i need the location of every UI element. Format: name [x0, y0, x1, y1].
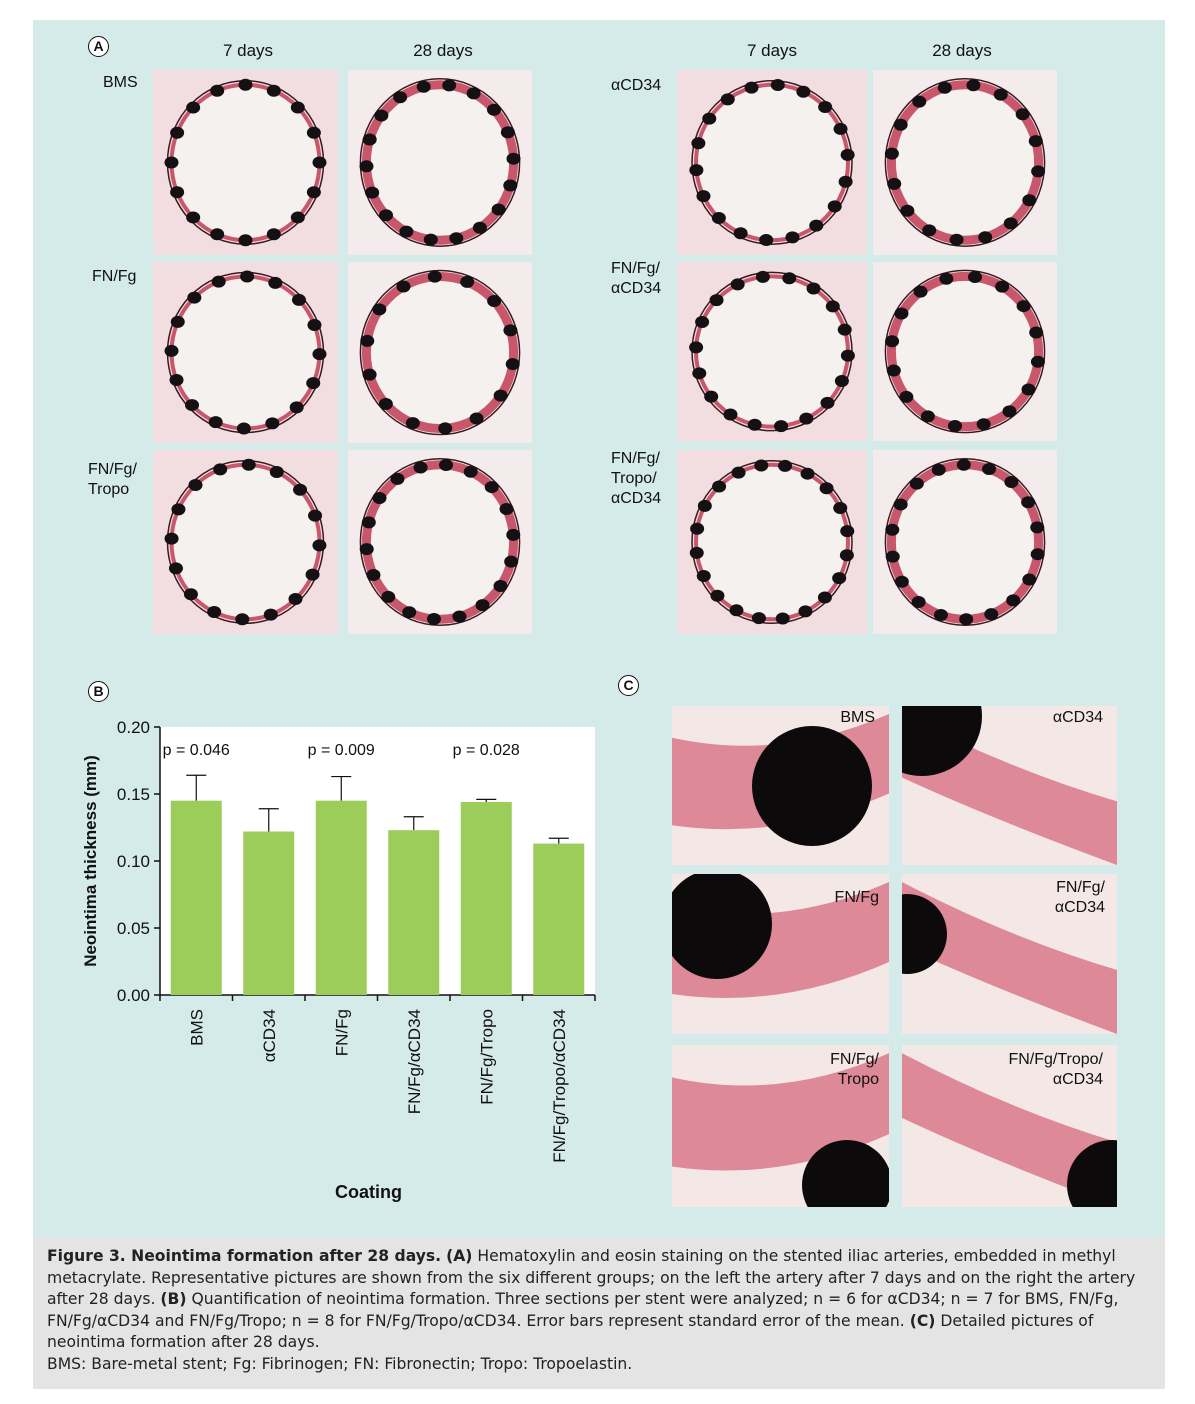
- caption-b-text: Quantification of neointima formation. T…: [47, 1290, 1119, 1330]
- artery-micrograph: [348, 450, 532, 634]
- artery-micrograph: [348, 262, 532, 443]
- y-tick-label: 0.20: [117, 718, 150, 737]
- bar: [388, 830, 440, 995]
- neointima-closeup: FN/Fg/Tropo/αCD34: [902, 1045, 1117, 1207]
- caption-a-tag: (A): [446, 1247, 473, 1265]
- panel-c-letter: C: [618, 675, 639, 696]
- artery-micrograph: [677, 450, 867, 634]
- neointima-closeup: FN/Fg: [672, 874, 889, 1034]
- row-label-fn-fg-tropo: FN/Fg/Tropo: [88, 461, 137, 498]
- closeup-label: FN/Fg/αCD34: [1055, 878, 1105, 918]
- closeup-label-line: FN/Fg/: [1056, 879, 1105, 896]
- neointima-closeup: BMS: [672, 706, 889, 865]
- panel-b-letter: B: [88, 681, 109, 702]
- bar: [460, 802, 512, 995]
- closeup-label-line: FN/Fg: [834, 889, 879, 906]
- artery-micrograph: [153, 450, 338, 634]
- artery-micrograph: [677, 70, 867, 255]
- row-label-fn-fg-tropo-acd34: FN/Fg/Tropo/αCD34: [611, 450, 662, 507]
- caption-title: Figure 3. Neointima formation after 28 d…: [47, 1247, 442, 1265]
- y-tick-label: 0.10: [117, 852, 150, 871]
- closeup-label: αCD34: [1053, 708, 1103, 728]
- artery-micrograph: [873, 450, 1057, 634]
- x-tick-label: FN/Fg/Tropo/αCD34: [550, 1009, 569, 1163]
- caption-c-text: Detailed pictures of neointima formation…: [47, 1311, 1094, 1352]
- neointima-bar-chart: 0.00 0.05 0.10 0.15 0.20 BMS αCD34 FN/Fg FN/Fg/α…: [81, 718, 596, 1202]
- panel-a-letter: A: [88, 36, 109, 57]
- caption-a-text: Hematoxylin and eosin staining on the st…: [47, 1247, 1136, 1308]
- p-value-annotation: p = 0.046: [163, 742, 230, 759]
- p-value-annotation: p = 0.009: [308, 742, 375, 759]
- neointima-closeup: FN/Fg/αCD34: [902, 874, 1117, 1034]
- figure-caption: Figure 3. Neointima formation after 28 d…: [33, 1237, 1165, 1389]
- caption-c-tag: (C): [909, 1311, 936, 1330]
- x-tick-label: FN/Fg/αCD34: [405, 1009, 424, 1114]
- row-label-fn-fg-acd34: FN/Fg/αCD34: [611, 260, 662, 297]
- caption-body: Figure 3. Neointima formation after 28 d…: [47, 1246, 1151, 1354]
- artery-micrograph: [873, 70, 1057, 255]
- row-label-fn-fg: FN/Fg: [92, 268, 137, 285]
- bar: [170, 800, 222, 995]
- neointima-closeup: FN/Fg/Tropo: [672, 1045, 889, 1207]
- artery-micrograph: [153, 70, 338, 255]
- x-tick-label: FN/Fg: [332, 1009, 351, 1056]
- y-tick-label: 0.05: [117, 919, 150, 938]
- closeup-label: FN/Fg/Tropo: [830, 1050, 879, 1090]
- x-tick-label: FN/Fg/Tropo: [477, 1009, 496, 1105]
- closeup-label: FN/Fg/Tropo/αCD34: [1008, 1050, 1103, 1090]
- bar: [315, 800, 367, 995]
- neointima-closeup: αCD34: [902, 706, 1117, 865]
- y-axis-label: Neointima thickness (mm): [81, 755, 100, 967]
- closeup-label-line: FN/Fg/: [830, 1051, 879, 1068]
- closeup-label-line: αCD34: [1052, 1071, 1103, 1088]
- closeup-label-line: BMS: [840, 709, 875, 726]
- col-header-left-7days: 7 days: [222, 41, 274, 60]
- x-axis-label: Coating: [335, 1182, 402, 1202]
- closeup-label-line: Tropo: [837, 1071, 879, 1088]
- caption-b-tag: (B): [160, 1290, 187, 1308]
- closeup-label: FN/Fg: [835, 888, 879, 908]
- closeup-label-line: αCD34: [1054, 899, 1105, 916]
- artery-micrograph: [677, 262, 867, 441]
- col-header-right-28days: 28 days: [932, 41, 992, 60]
- artery-micrograph: [348, 70, 532, 255]
- plot-area: [160, 727, 595, 995]
- y-tick-label: 0.00: [117, 986, 150, 1005]
- row-label-acd34: αCD34: [611, 77, 662, 94]
- row-label-bms: BMS: [103, 74, 138, 91]
- closeup-label: BMS: [840, 708, 875, 728]
- artery-micrograph: [873, 262, 1057, 441]
- y-tick-label: 0.15: [117, 785, 150, 804]
- x-tick-label: BMS: [187, 1009, 206, 1046]
- closeup-label-line: αCD34: [1052, 709, 1103, 726]
- bar: [533, 843, 585, 995]
- p-value-annotation: p = 0.028: [453, 742, 520, 759]
- caption-abbreviations: BMS: Bare-metal stent; Fg: Fibrinogen; F…: [47, 1354, 633, 1373]
- bar: [243, 831, 295, 995]
- artery-micrograph: [153, 262, 338, 443]
- col-header-left-28days: 28 days: [413, 41, 473, 60]
- closeup-label-line: FN/Fg/Tropo/: [1008, 1051, 1103, 1068]
- x-tick-label: αCD34: [260, 1009, 279, 1062]
- col-header-right-7days: 7 days: [746, 41, 798, 60]
